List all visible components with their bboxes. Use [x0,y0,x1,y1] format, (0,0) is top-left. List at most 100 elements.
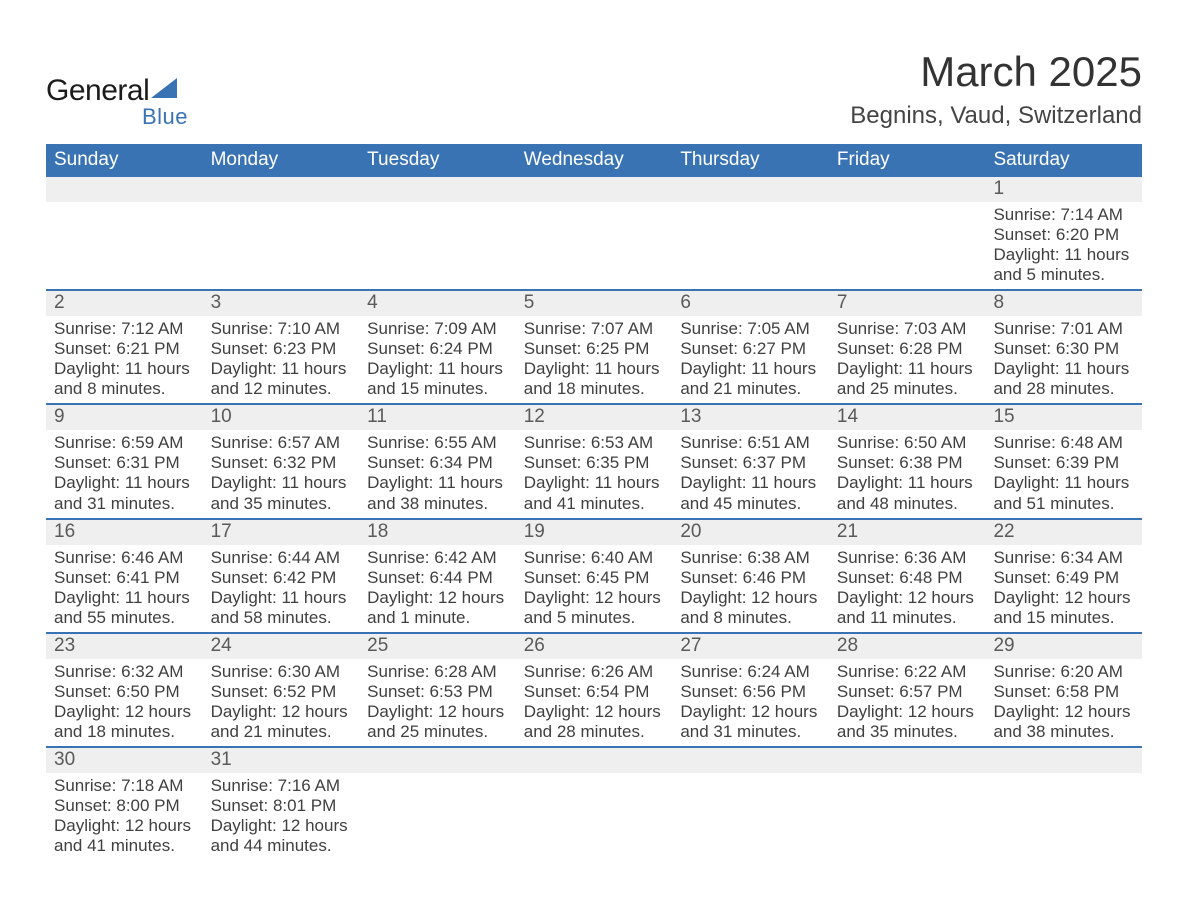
day-detail: Sunrise: 6:42 AMSunset: 6:44 PMDaylight:… [359,545,516,628]
calendar-cell: 5Sunrise: 7:07 AMSunset: 6:25 PMDaylight… [516,291,673,403]
sunset-label: Sunset: 8:01 PM [211,796,352,816]
day-number: 30 [46,748,203,773]
day-detail: Sunrise: 6:57 AMSunset: 6:32 PMDaylight:… [203,430,360,513]
day-number [829,748,986,773]
day-detail: Sunrise: 6:30 AMSunset: 6:52 PMDaylight:… [203,659,360,742]
day-number: 10 [203,405,360,430]
day-number [829,177,986,202]
sunrise-label: Sunrise: 7:07 AM [524,319,665,339]
calendar-cell [672,748,829,860]
calendar-cell: 17Sunrise: 6:44 AMSunset: 6:42 PMDayligh… [203,520,360,632]
daylight-label: Daylight: 11 hours and 15 minutes. [367,359,508,399]
sunrise-label: Sunrise: 6:36 AM [837,548,978,568]
sunrise-label: Sunrise: 6:26 AM [524,662,665,682]
calendar-cell: 18Sunrise: 6:42 AMSunset: 6:44 PMDayligh… [359,520,516,632]
daylight-label: Daylight: 11 hours and 28 minutes. [993,359,1134,399]
sunset-label: Sunset: 6:35 PM [524,453,665,473]
calendar-cell: 23 Sunrise: 6:32 AMSunset: 6:50 PMDayligh… [46,634,203,746]
daylight-label: Daylight: 11 hours and 45 minutes. [680,473,821,513]
sunrise-label: Sunrise: 6:32 AM [54,662,195,682]
calendar-week: 16Sunrise: 6:46 AMSunset: 6:41 PMDayligh… [46,518,1142,632]
calendar-week: 9Sunrise: 6:59 AMSunset: 6:31 PMDaylight… [46,403,1142,517]
sunrise-label: Sunrise: 6:42 AM [367,548,508,568]
day-number: 4 [359,291,516,316]
day-number: 24 [203,634,360,659]
calendar-cell: 14Sunrise: 6:50 AMSunset: 6:38 PMDayligh… [829,405,986,517]
day-number [516,748,673,773]
day-detail: Sunrise: 6:36 AMSunset: 6:48 PMDaylight:… [829,545,986,628]
sunset-label: Sunset: 6:25 PM [524,339,665,359]
days-of-week-header: SundayMondayTuesdayWednesdayThursdayFrid… [46,144,1142,177]
calendar-cell [46,177,203,289]
sunset-label: Sunset: 6:50 PM [54,682,195,702]
sunrise-label: Sunrise: 6:48 AM [993,433,1134,453]
calendar-cell: 31Sunrise: 7:16 AMSunset: 8:01 PMDayligh… [203,748,360,860]
calendar-cell: 29Sunrise: 6:20 AMSunset: 6:58 PMDayligh… [985,634,1142,746]
sunset-label: Sunset: 6:21 PM [54,339,195,359]
sunset-label: Sunset: 6:24 PM [367,339,508,359]
calendar-cell: 24Sunrise: 6:30 AMSunset: 6:52 PMDayligh… [203,634,360,746]
sunset-label: Sunset: 6:20 PM [993,225,1134,245]
day-number: 23 [46,634,203,659]
daylight-label: Daylight: 12 hours and 38 minutes. [993,702,1134,742]
sunrise-label: Sunrise: 6:30 AM [211,662,352,682]
sunset-label: Sunset: 6:34 PM [367,453,508,473]
daylight-label: Daylight: 12 hours and 11 minutes. [837,588,978,628]
daylight-label: Daylight: 11 hours and 12 minutes. [211,359,352,399]
sunset-label: Sunset: 6:41 PM [54,568,195,588]
day-number: 31 [203,748,360,773]
day-number: 14 [829,405,986,430]
day-detail: Sunrise: 7:18 AMSunset: 8:00 PMDaylight:… [46,773,203,856]
calendar-week: 2Sunrise: 7:12 AMSunset: 6:21 PMDaylight… [46,289,1142,403]
dow-header: Tuesday [359,144,516,177]
sunrise-label: Sunrise: 6:57 AM [211,433,352,453]
calendar-week: 30Sunrise: 7:18 AMSunset: 8:00 PMDayligh… [46,746,1142,860]
sunrise-label: Sunrise: 6:34 AM [993,548,1134,568]
title-block: March 2025 Begnins, Vaud, Switzerland [850,48,1142,130]
calendar-cell: 20Sunrise: 6:38 AMSunset: 6:46 PMDayligh… [672,520,829,632]
dow-header: Friday [829,144,986,177]
daylight-label: Daylight: 11 hours and 38 minutes. [367,473,508,513]
sunset-label: Sunset: 6:38 PM [837,453,978,473]
day-detail: Sunrise: 6:28 AMSunset: 6:53 PMDaylight:… [359,659,516,742]
calendar-cell: 1Sunrise: 7:14 AMSunset: 6:20 PMDaylight… [985,177,1142,289]
daylight-label: Daylight: 12 hours and 8 minutes. [680,588,821,628]
day-detail: Sunrise: 7:16 AMSunset: 8:01 PMDaylight:… [203,773,360,856]
sunset-label: Sunset: 6:54 PM [524,682,665,702]
daylight-label: Daylight: 11 hours and 5 minutes. [993,245,1134,285]
day-detail: Sunrise: 7:07 AMSunset: 6:25 PMDaylight:… [516,316,673,399]
day-number: 27 [672,634,829,659]
sunrise-label: Sunrise: 7:10 AM [211,319,352,339]
calendar-body: 1Sunrise: 7:14 AMSunset: 6:20 PMDaylight… [46,177,1142,860]
sunrise-label: Sunrise: 6:44 AM [211,548,352,568]
calendar-cell [829,748,986,860]
calendar-cell: 2Sunrise: 7:12 AMSunset: 6:21 PMDaylight… [46,291,203,403]
day-number [203,177,360,202]
calendar-cell: 16Sunrise: 6:46 AMSunset: 6:41 PMDayligh… [46,520,203,632]
day-detail: Sunrise: 7:01 AMSunset: 6:30 PMDaylight:… [985,316,1142,399]
day-number: 6 [672,291,829,316]
day-number: 17 [203,520,360,545]
day-detail: Sunrise: 6:50 AMSunset: 6:38 PMDaylight:… [829,430,986,513]
daylight-label: Daylight: 11 hours and 48 minutes. [837,473,978,513]
day-number: 1 [985,177,1142,202]
sunrise-label: Sunrise: 7:01 AM [993,319,1134,339]
sunrise-label: Sunrise: 6:53 AM [524,433,665,453]
day-number: 12 [516,405,673,430]
calendar-cell [359,177,516,289]
calendar-week: 23Sunrise: 6:32 AMSunset: 6:50 PMDayligh… [46,632,1142,746]
day-detail: Sunrise: 7:05 AMSunset: 6:27 PMDaylight:… [672,316,829,399]
daylight-label: Daylight: 11 hours and 8 minutes. [54,359,195,399]
sunset-label: Sunset: 6:27 PM [680,339,821,359]
calendar: SundayMondayTuesdayWednesdayThursdayFrid… [46,144,1142,860]
sunset-label: Sunset: 6:56 PM [680,682,821,702]
daylight-label: Daylight: 12 hours and 1 minute. [367,588,508,628]
calendar-cell: 28Sunrise: 6:22 AMSunset: 6:57 PMDayligh… [829,634,986,746]
day-number [672,748,829,773]
daylight-label: Daylight: 12 hours and 18 minutes. [54,702,195,742]
daylight-label: Daylight: 12 hours and 5 minutes. [524,588,665,628]
daylight-label: Daylight: 12 hours and 35 minutes. [837,702,978,742]
calendar-cell: 9Sunrise: 6:59 AMSunset: 6:31 PMDaylight… [46,405,203,517]
sunrise-label: Sunrise: 7:16 AM [211,776,352,796]
sunrise-label: Sunrise: 6:46 AM [54,548,195,568]
